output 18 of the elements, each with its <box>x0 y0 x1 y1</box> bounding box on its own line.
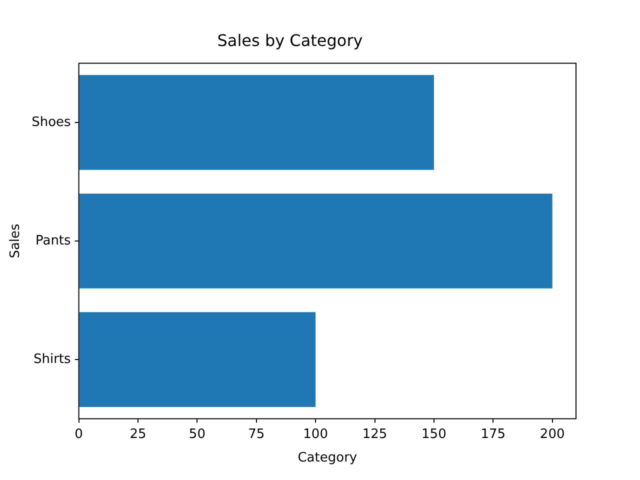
chart-title: Sales by Category <box>217 30 363 50</box>
x-axis-title: Category <box>298 450 358 466</box>
x-tick-label: 100 <box>303 426 328 442</box>
x-tick-label: 175 <box>480 426 506 442</box>
y-axis-title: Sales <box>8 223 24 258</box>
bar <box>79 194 552 288</box>
x-tick-label: 150 <box>422 426 446 442</box>
x-tick-label: 125 <box>362 426 388 442</box>
x-tick-label: 50 <box>188 426 206 442</box>
y-tick-label: Pants <box>35 233 72 248</box>
x-tick-label: 0 <box>74 426 83 442</box>
y-tick-label: Shoes <box>32 114 72 130</box>
x-tick-label: 25 <box>130 426 146 442</box>
x-tick-label: 75 <box>248 426 265 442</box>
x-tick-label: 200 <box>540 426 565 442</box>
y-tick-label: Shirts <box>33 352 72 367</box>
bar <box>79 75 434 170</box>
bar <box>79 312 316 407</box>
